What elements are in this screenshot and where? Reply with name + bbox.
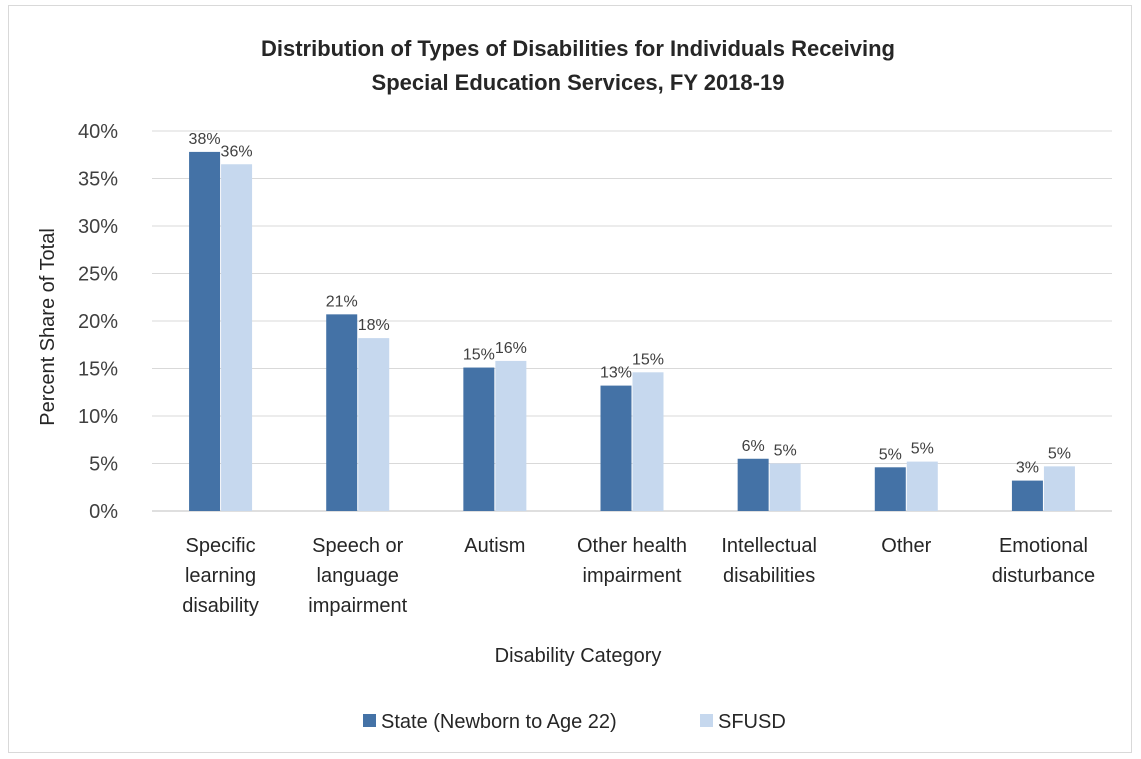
chart-title-line: Distribution of Types of Disabilities fo…: [261, 36, 895, 61]
data-label: 5%: [1048, 445, 1071, 462]
y-tick-label: 15%: [78, 359, 118, 381]
x-axis-title: Disability Category: [495, 645, 662, 667]
category-label: disabilities: [723, 565, 815, 587]
data-label: 36%: [221, 143, 253, 160]
category-label: disturbance: [992, 565, 1095, 587]
bar-state: [189, 151, 221, 511]
bar-sfusd: [906, 461, 938, 511]
bar-state: [1011, 480, 1043, 511]
category-label: language: [317, 565, 399, 587]
category-label: impairment: [583, 565, 682, 587]
data-label: 21%: [326, 293, 358, 310]
y-tick-label: 30%: [78, 216, 118, 238]
y-tick-label: 40%: [78, 121, 118, 143]
y-tick-label: 25%: [78, 264, 118, 286]
category-label: learning: [185, 565, 256, 587]
y-tick-label: 35%: [78, 169, 118, 191]
data-label: 15%: [463, 347, 495, 364]
legend-label-sfusd: SFUSD: [718, 711, 786, 733]
bar-sfusd: [358, 338, 390, 511]
category-label: impairment: [308, 595, 407, 617]
data-label: 5%: [774, 443, 797, 460]
bar-sfusd: [495, 360, 527, 511]
category-label: disability: [182, 595, 259, 617]
data-label: 13%: [600, 365, 632, 382]
data-label: 6%: [742, 438, 765, 455]
bar-sfusd: [632, 372, 664, 511]
category-label: Specific: [186, 535, 256, 557]
bar-sfusd: [1043, 466, 1075, 511]
data-label: 38%: [189, 131, 221, 148]
category-label: Other health: [577, 535, 687, 557]
y-tick-label: 20%: [78, 311, 118, 333]
y-axis-title: Percent Share of Total: [37, 228, 59, 426]
bar-state: [874, 467, 906, 511]
category-label: Autism: [464, 535, 525, 557]
category-label: Other: [881, 535, 931, 557]
data-label: 16%: [495, 340, 527, 357]
bar-state: [737, 458, 769, 511]
legend-swatch-state: [363, 714, 376, 727]
y-tick-label: 5%: [89, 454, 118, 476]
y-tick-label: 10%: [78, 406, 118, 428]
category-label: Emotional: [999, 535, 1088, 557]
data-label: 15%: [632, 351, 664, 368]
category-label: Intellectual: [721, 535, 817, 557]
data-label: 5%: [911, 441, 934, 458]
legend-swatch-sfusd: [700, 714, 713, 727]
legend-label-state: State (Newborn to Age 22): [381, 711, 617, 733]
bar-sfusd: [769, 463, 801, 511]
data-label: 5%: [879, 446, 902, 463]
y-tick-label: 0%: [89, 501, 118, 523]
category-label: Speech or: [312, 535, 404, 557]
bar-state: [326, 314, 358, 511]
chart-title-line: Special Education Services, FY 2018-19: [372, 70, 785, 95]
data-label: 18%: [358, 317, 390, 334]
bar-sfusd: [221, 164, 253, 511]
data-label: 3%: [1016, 460, 1039, 477]
bar-state: [600, 385, 632, 511]
bar-state: [463, 367, 495, 511]
